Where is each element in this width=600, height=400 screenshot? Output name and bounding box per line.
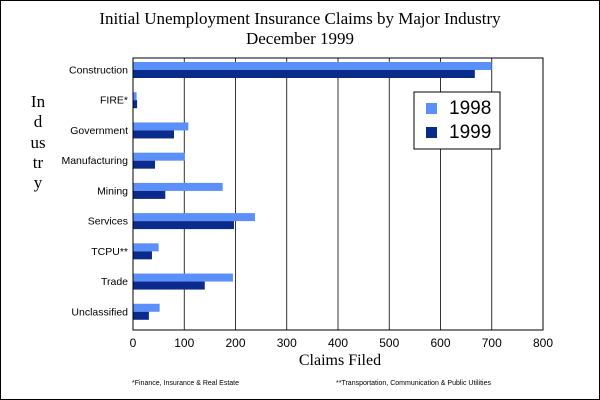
bar-1999-2 (133, 130, 174, 139)
bar-1998-5 (133, 213, 255, 222)
category-label: TCPU** (91, 246, 128, 258)
x-tick-label: 300 (277, 336, 297, 350)
legend-swatch (426, 103, 437, 114)
bar-1999-0 (133, 70, 475, 78)
category-label: Unclassified (71, 306, 128, 318)
x-tick-label: 700 (482, 336, 502, 350)
chart-subtitle: December 1999 (245, 29, 355, 48)
category-label: Government (70, 125, 128, 137)
x-tick-labels: 0 100 200 300 400 500 600 700 800 (130, 336, 554, 350)
x-tick-label: 400 (328, 336, 348, 350)
bar-1998-7 (133, 273, 233, 282)
footnote-fire: *Finance, Insurance & Real Estate (132, 380, 240, 387)
grid-lines (183, 58, 493, 330)
category-label: Trade (101, 276, 128, 288)
category-label: Construction (69, 65, 128, 77)
category-label: FIRE* (100, 95, 128, 107)
x-axis-label: Claims Filed (298, 352, 382, 369)
bar-1998-1 (133, 92, 137, 101)
chart-title: Initial Unemployment Insurance Claims by… (99, 9, 501, 28)
x-tick-label: 0 (130, 336, 137, 350)
bar-1999-4 (133, 190, 166, 199)
bar-1998-3 (133, 152, 185, 161)
legend-swatch (426, 127, 437, 138)
bar-1998-6 (133, 243, 159, 252)
x-tick-label: 200 (225, 336, 245, 350)
x-tick-label: 800 (533, 336, 553, 350)
category-label: Mining (97, 185, 128, 197)
y-axis-label: Industry (30, 92, 46, 193)
footnote-tcpu: **Transportation, Communication & Public… (336, 380, 491, 387)
bars (133, 62, 492, 320)
bar-1999-7 (133, 281, 205, 290)
bar-1999-1 (133, 100, 138, 109)
bar-1998-8 (133, 303, 160, 312)
plot-area (132, 57, 544, 331)
category-label: Manufacturing (61, 155, 128, 167)
legend-box (413, 91, 501, 150)
bar-1998-0 (133, 62, 492, 70)
bar-1998-4 (133, 182, 223, 191)
legend: 1998 1999 (413, 91, 501, 150)
legend-label: 1998 (449, 98, 491, 119)
bar-1999-3 (133, 160, 156, 169)
bar-1999-5 (133, 221, 234, 230)
x-tick-label: 100 (174, 336, 194, 350)
category-labels: Construction FIRE* Government Manufacturing… (61, 65, 128, 319)
bar-1999-8 (133, 311, 149, 320)
x-tick-label: 600 (430, 336, 450, 350)
bar-1999-6 (133, 251, 152, 260)
legend-label: 1999 (449, 122, 491, 143)
category-label: Services (88, 216, 128, 228)
x-tick-label: 500 (379, 336, 399, 350)
bar-1998-2 (133, 122, 189, 131)
